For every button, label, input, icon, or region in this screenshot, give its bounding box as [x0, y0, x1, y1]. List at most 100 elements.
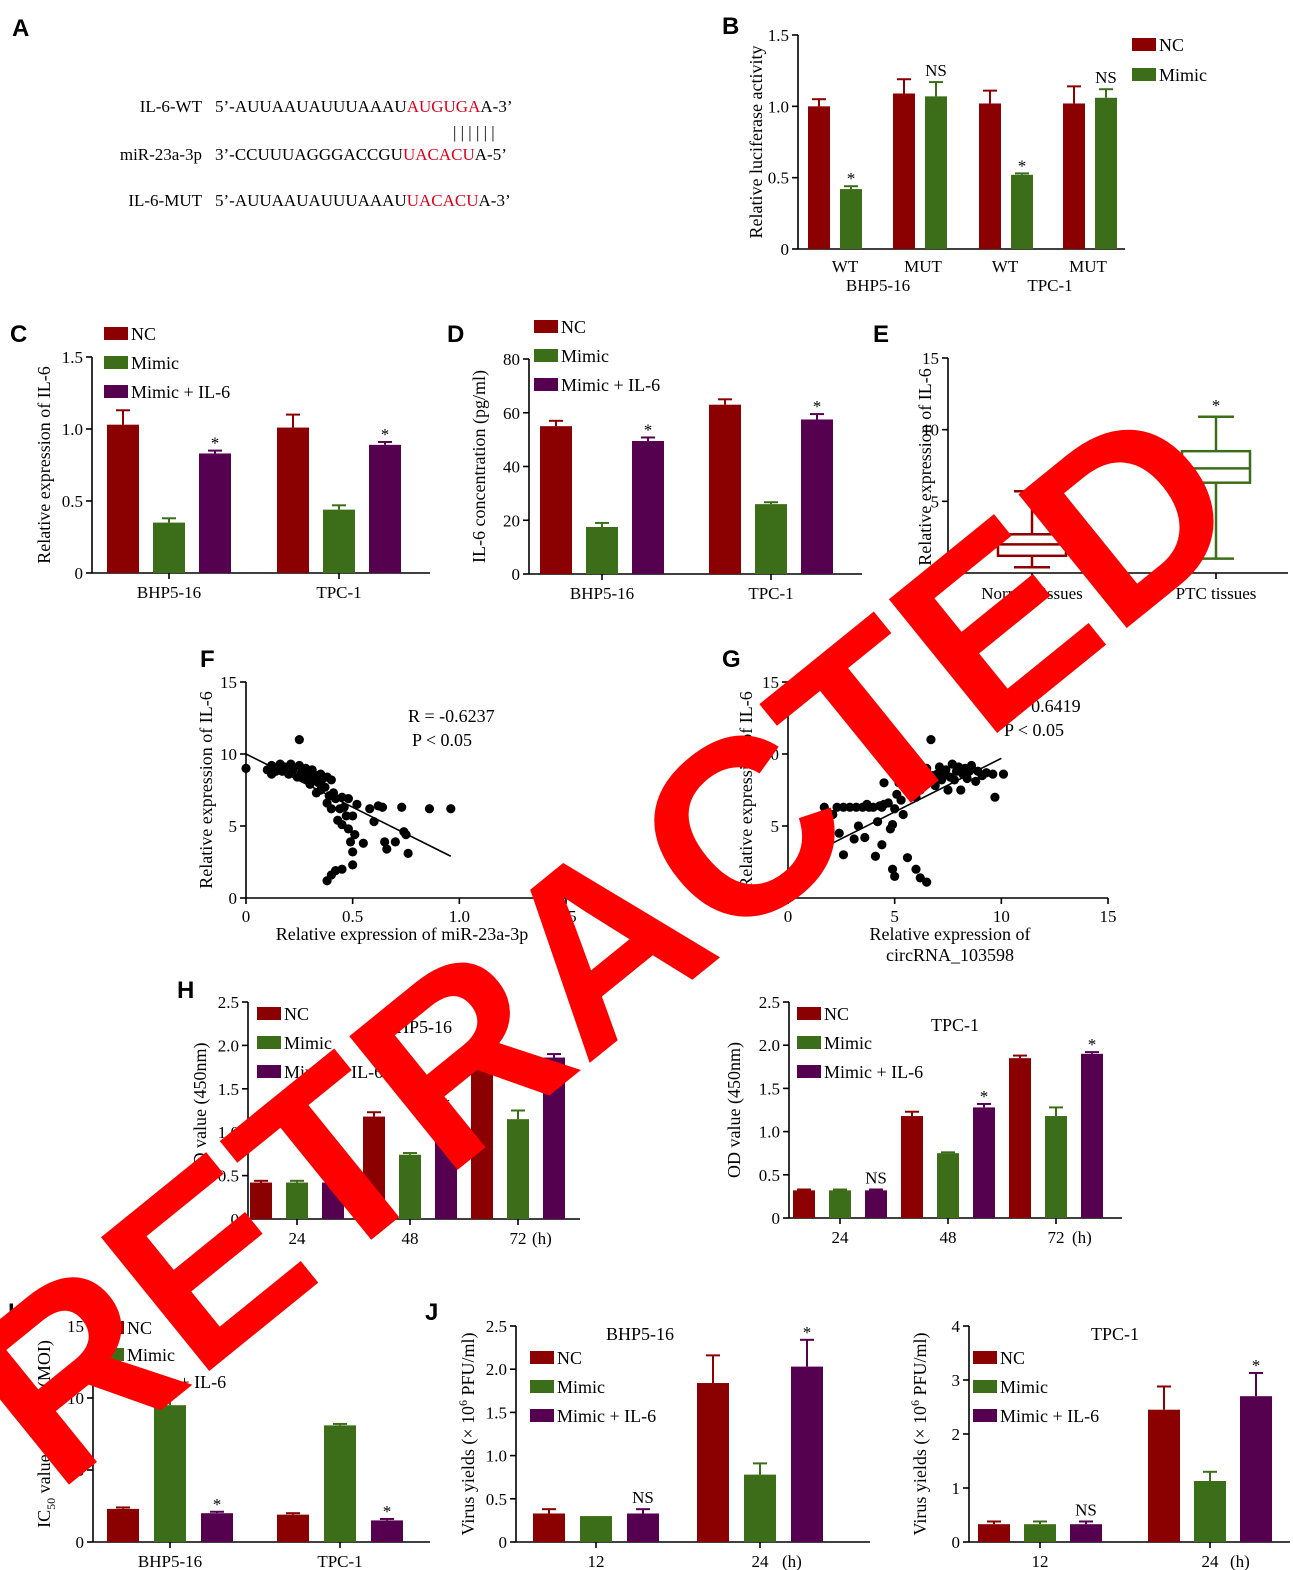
x-tick-label: 72 [510, 1229, 527, 1248]
bar-nc [901, 1116, 923, 1218]
bar-mimic-il-6 [1070, 1524, 1102, 1542]
y-tick-label: 2 [952, 1425, 961, 1444]
significance-mark: * [644, 420, 653, 439]
scatter-point [943, 785, 953, 795]
sequence-prefix: 5’-AUUAAUAUUUAAAU [215, 191, 407, 210]
y-tick-label: 1.0 [486, 1447, 507, 1466]
panel-letter-H: H [177, 977, 194, 1004]
scatter-point [339, 802, 349, 812]
stat-label: P < 0.05 [412, 730, 472, 750]
legend-swatch [973, 1409, 997, 1422]
box-iqr [1180, 449, 1252, 484]
scatter-point [853, 821, 864, 831]
y-axis-title-part: PFU/ml) [458, 1332, 479, 1400]
scatter-point [838, 802, 849, 812]
y-axis-title-part: 6 [908, 1400, 922, 1406]
bar-mimic [580, 1516, 612, 1542]
y-tick-label: 0 [772, 1209, 781, 1228]
scatter-point [907, 785, 917, 795]
bar-mimic [840, 189, 862, 249]
sequence-prefix: 5’-AUUAAUAUUUAAAU [215, 97, 407, 116]
bar-mimic-il-6 [632, 440, 664, 574]
scatter-point [898, 809, 908, 820]
x-tick-label: 1.5 [555, 907, 576, 926]
y-tick-label: 0.5 [759, 1166, 780, 1185]
x-tick-label: 15 [1100, 907, 1117, 926]
scatter-point [348, 860, 358, 870]
y-tick-label: 20 [503, 511, 520, 530]
chart-E: Relative expression of IL-60 5 10 15 Normal … [915, 349, 1288, 603]
panel-letter-E: E [873, 321, 889, 348]
sequence-panel: IL-6-WT 5’-AUUAAUAUUUAAAUAUGUGAA-3’miR-23… [120, 97, 513, 210]
sequence-seed: UACACU [403, 145, 475, 164]
y-tick-label: 1.0 [768, 97, 789, 116]
y-axis-title-part: 6 [456, 1400, 470, 1406]
chart-J-TPC-1: Virus yields (× 106 PFU/ml)01234NS12*24(… [908, 1317, 1290, 1570]
scatter-point [348, 811, 358, 821]
y-tick-label: 0 [931, 564, 940, 583]
y-tick-label: 80 [503, 350, 520, 369]
significance-mark: * [211, 434, 220, 453]
bar-mimic-il-6 [201, 1513, 233, 1542]
x-tick-label: BHP5-16 [138, 1552, 202, 1570]
chart-G: Relative expression of IL-6 0 5 10 15 0 5 10 15 R… [736, 673, 1117, 965]
scatter-point [804, 847, 814, 857]
scatter-point [241, 763, 251, 774]
y-axis-title: Relative luciferase activity [746, 46, 766, 239]
x-tick-label: 24 [832, 1228, 850, 1247]
scatter-point [922, 877, 932, 887]
scatter-point [343, 824, 353, 834]
y-tick-label: 0 [512, 565, 521, 584]
scatter-point [887, 819, 898, 830]
scatter-point [883, 798, 893, 808]
scatter-point [896, 795, 906, 805]
significance-mark: * [1018, 156, 1027, 175]
bar-mimic [744, 1474, 776, 1542]
scatter-point [358, 838, 368, 848]
significance-mark: NS [925, 61, 947, 80]
scatter-point [382, 844, 392, 854]
y-tick-label: 2.5 [218, 993, 239, 1012]
legend-label: Mimic [824, 1033, 872, 1053]
chart-H-BHP5-16: OD value (450nm) 0 0.5 1.0 1.5 2.0 2.5 NS 24 * 48 7… [190, 993, 580, 1248]
legend-swatch [104, 356, 128, 369]
scatter-point [401, 830, 411, 840]
legend-swatch [1132, 68, 1156, 81]
x-tick-label: BHP5-16 [137, 583, 201, 602]
significance-mark: * [1252, 1356, 1261, 1375]
scatter-point [352, 799, 362, 810]
legend-label: NC [1159, 35, 1184, 55]
group-label: BHP5-16 [846, 276, 910, 295]
y-tick-label: 0.5 [768, 169, 789, 188]
x-tick-label: 24 [1202, 1552, 1220, 1570]
panel-letter-C: C [10, 321, 27, 348]
x-tick-label: 24 [752, 1552, 770, 1570]
panel-letter-I: I [8, 1299, 15, 1326]
scatter-point [446, 804, 456, 814]
stat-label: R = 0.6419 [1000, 696, 1081, 716]
x-unit-label: (h) [782, 1552, 802, 1570]
y-axis-title: Relative expression of IL-6 [736, 691, 756, 888]
x-tick-label: TPC-1 [748, 584, 793, 603]
legend-label: NC [131, 324, 156, 344]
bar-nc [697, 1383, 729, 1542]
x-tick-label: 5 [890, 907, 899, 926]
panel-letter-J: J [425, 1299, 438, 1326]
legend-label: Mimic [561, 346, 609, 366]
scatter-point [894, 778, 904, 788]
x-tick-label: Normal tissues [981, 584, 1083, 603]
y-axis-title-part: Virus yields (× 10 [910, 1406, 931, 1536]
y-axis-title-part: value of OVV (MOI) [34, 1340, 55, 1498]
scatter-point [911, 792, 921, 802]
scatter-point [922, 763, 932, 774]
bar-nc [1148, 1409, 1180, 1542]
bar-mimic [323, 509, 355, 573]
scatter-point [971, 776, 981, 786]
scatter-point [890, 804, 900, 814]
bar-nc [540, 426, 572, 574]
legend-label: Mimic + IL-6 [127, 1372, 226, 1392]
bar-mimic [925, 96, 947, 249]
bar-nc [1009, 1058, 1031, 1218]
scatter-point [860, 832, 870, 843]
bar-mimic [1095, 97, 1117, 249]
